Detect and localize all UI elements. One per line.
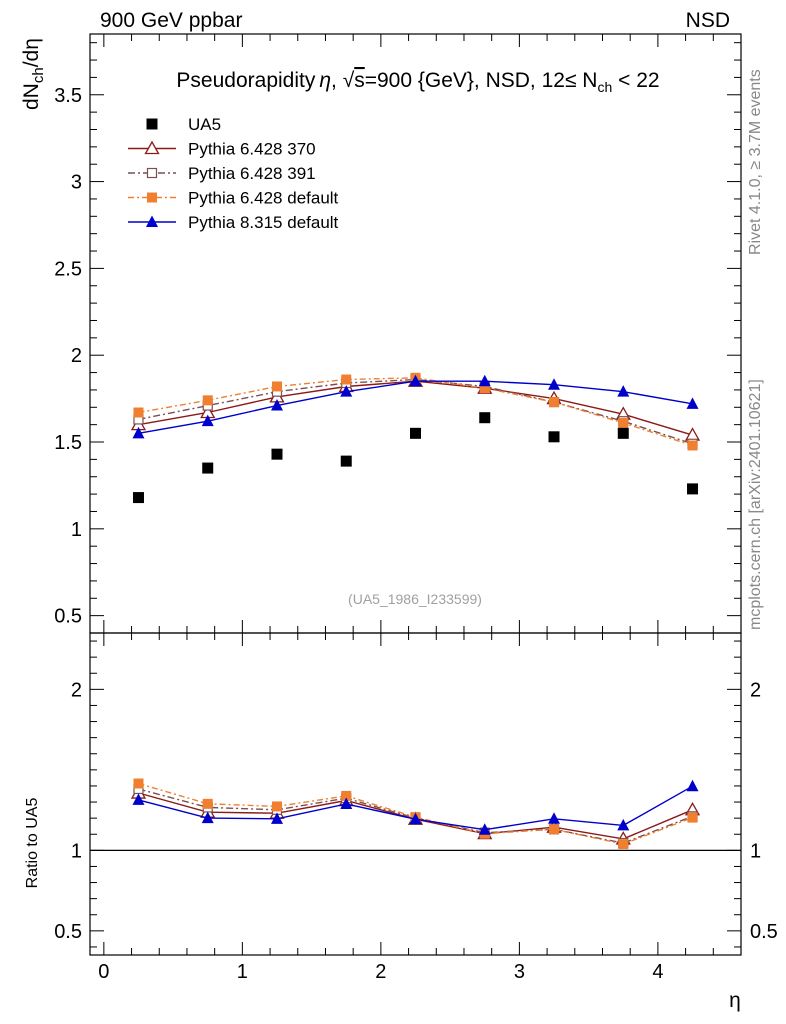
series-point [479,383,490,394]
ratio-series-point [341,790,352,801]
ratio-y-tick-label: 2 [71,679,82,701]
ratio-series-point [270,812,283,824]
ratio-series-point [202,798,213,809]
legend-label: Pythia 6.428 370 [188,140,316,159]
ratio-axes: 0.5 0.5 1 1 2 2 [54,633,778,955]
series-point [687,440,698,451]
series-point [132,426,145,439]
legend-marker [146,215,158,227]
series-line [138,380,693,434]
ratio-panel-frame [89,632,742,956]
ratio-y-tick-label-right: 2 [750,679,761,701]
y-tick-label: 3 [71,172,82,194]
ratio-series [130,778,701,850]
series-point [270,399,283,411]
header-left: 900 GeV ppbar [100,9,242,32]
ratio-y-tick-label-right: 1 [750,840,761,862]
ratio-series-point [686,779,699,792]
legend-label: Pythia 6.428 default [188,189,339,208]
ratio-series-point [409,812,422,825]
series-point [341,374,352,385]
legend-marker [147,192,157,203]
legend-marker [144,140,160,155]
x-tick-label: 4 [652,961,663,983]
plot-title: Pseudorapidity η, √s=900 {GeV}, NSD, 12≤ … [176,69,659,95]
ratio-series-point [618,839,629,850]
series-point [549,397,560,408]
ratio-series-point [132,793,145,805]
reference-point [479,412,491,424]
series-point [202,395,213,406]
ratio-series-point [548,812,561,824]
legend: UA5 Pythia 6.428 370 Pythia 6.428 391 Pythi… [128,115,339,232]
series-point [617,385,630,397]
series-point [409,374,422,387]
reference-point [410,427,421,439]
series-point [201,414,214,427]
ratio-y-tick-label-right: 0.5 [750,921,778,943]
series-point [478,374,491,387]
x-tick-label: 0 [98,961,109,983]
ratio-series-point [271,801,282,812]
side-label-top: Rivet 4.1.0, ≥ 3.7M events [747,69,764,255]
ratio-series-point [133,778,144,789]
y-axis-label: dNch/dη [20,38,47,110]
reference-point [340,455,352,467]
legend-marker [146,167,158,179]
ratio-series-point [340,797,353,810]
header-right: NSD [686,9,730,32]
legend-label: Pythia 8.315 default [188,213,339,232]
analysis-watermark: (UA5_1986_I233599) [348,591,482,607]
ratio-series-point [478,823,491,835]
x-tick-label: 3 [514,961,525,983]
x-axis-label: η [729,989,741,1012]
y-tick-label: 2 [71,345,82,367]
main-axes: 0.5 1 1.5 2 2.5 3 3.5 [54,34,742,633]
series-point [133,407,144,418]
series-point [548,378,561,390]
ratio-series-point [549,824,560,835]
series-point [340,385,353,397]
y-tick-label: 3.5 [54,85,82,107]
side-label-bottom: mcplots.cern.ch [arXiv:2401.10621] [747,379,764,630]
legend-label: UA5 [188,115,221,134]
series-line [138,377,693,447]
ratio-series-point [617,818,630,831]
reference-point [687,483,699,495]
y-tick-label: 2.5 [54,258,82,280]
ratio-y-tick-label: 1 [71,840,82,862]
ratio-series-point [201,811,214,824]
legend-label: Pythia 6.428 391 [188,164,316,183]
series-point [686,397,699,409]
series-point [271,381,282,392]
x-tick-labels: 0 1 2 3 4 [98,961,663,983]
main-series [130,372,701,504]
series-point [618,417,629,428]
reference-point [617,427,629,439]
reference-point [548,431,560,443]
y-tick-label: 1 [71,519,82,541]
x-tick-label: 2 [375,961,386,983]
series-line [138,380,693,436]
reference-point [271,448,283,460]
y-tick-label: 0.5 [54,606,82,628]
reference-point [202,462,214,474]
reference-point [132,492,144,504]
legend-marker [146,118,158,130]
ratio-series-point [687,812,698,823]
y-tick-label: 1.5 [54,432,82,454]
ratio-y-tick-label: 0.5 [54,921,82,943]
ratio-y-axis-label: Ratio to UA5 [24,798,41,889]
x-tick-label: 1 [237,961,248,983]
